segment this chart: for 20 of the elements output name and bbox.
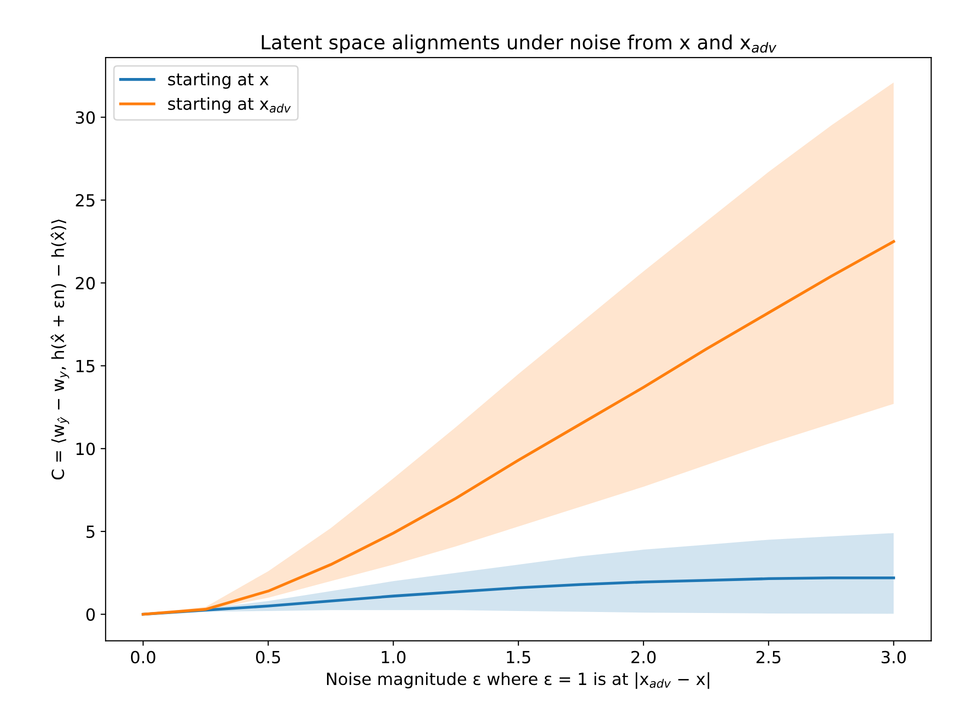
line-series [142,240,896,616]
legend-label: starting at x$_{adv}$ [168,97,291,114]
chart-title: Latent space alignments under noise from x and x$_{adv}$ [262,34,776,54]
legend-label: starting at x [168,72,269,89]
y-tick-label: 5 [86,526,94,538]
x-tick-label: 1.0 [382,650,406,664]
x-tick-label: 2.5 [756,650,780,664]
y-axis-title: C = ⟨w$_{ŷ}$ − w$_{y}$, h(x̂ + εn) − h(x̂)⟩ [50,220,70,480]
x-tick-label: 3.0 [882,650,906,664]
x-tick-label: 0.5 [256,650,280,664]
x-tick-label: 0.0 [130,650,156,664]
y-tick-label: 20 [76,276,95,290]
y-tick-label: 30 [76,111,95,124]
y-tick-label: 15 [76,360,94,372]
x-tick-label: 2.0 [631,650,656,664]
y-tick-label: 10 [76,442,95,456]
x-axis-title: Noise magnitude ε where ε = 1 is at |x$_{adv}$ − x| [327,672,710,689]
y-tick-label: 0 [86,608,95,621]
x-tick-label: 1.5 [506,651,530,664]
y-tick-label: 25 [76,194,94,207]
